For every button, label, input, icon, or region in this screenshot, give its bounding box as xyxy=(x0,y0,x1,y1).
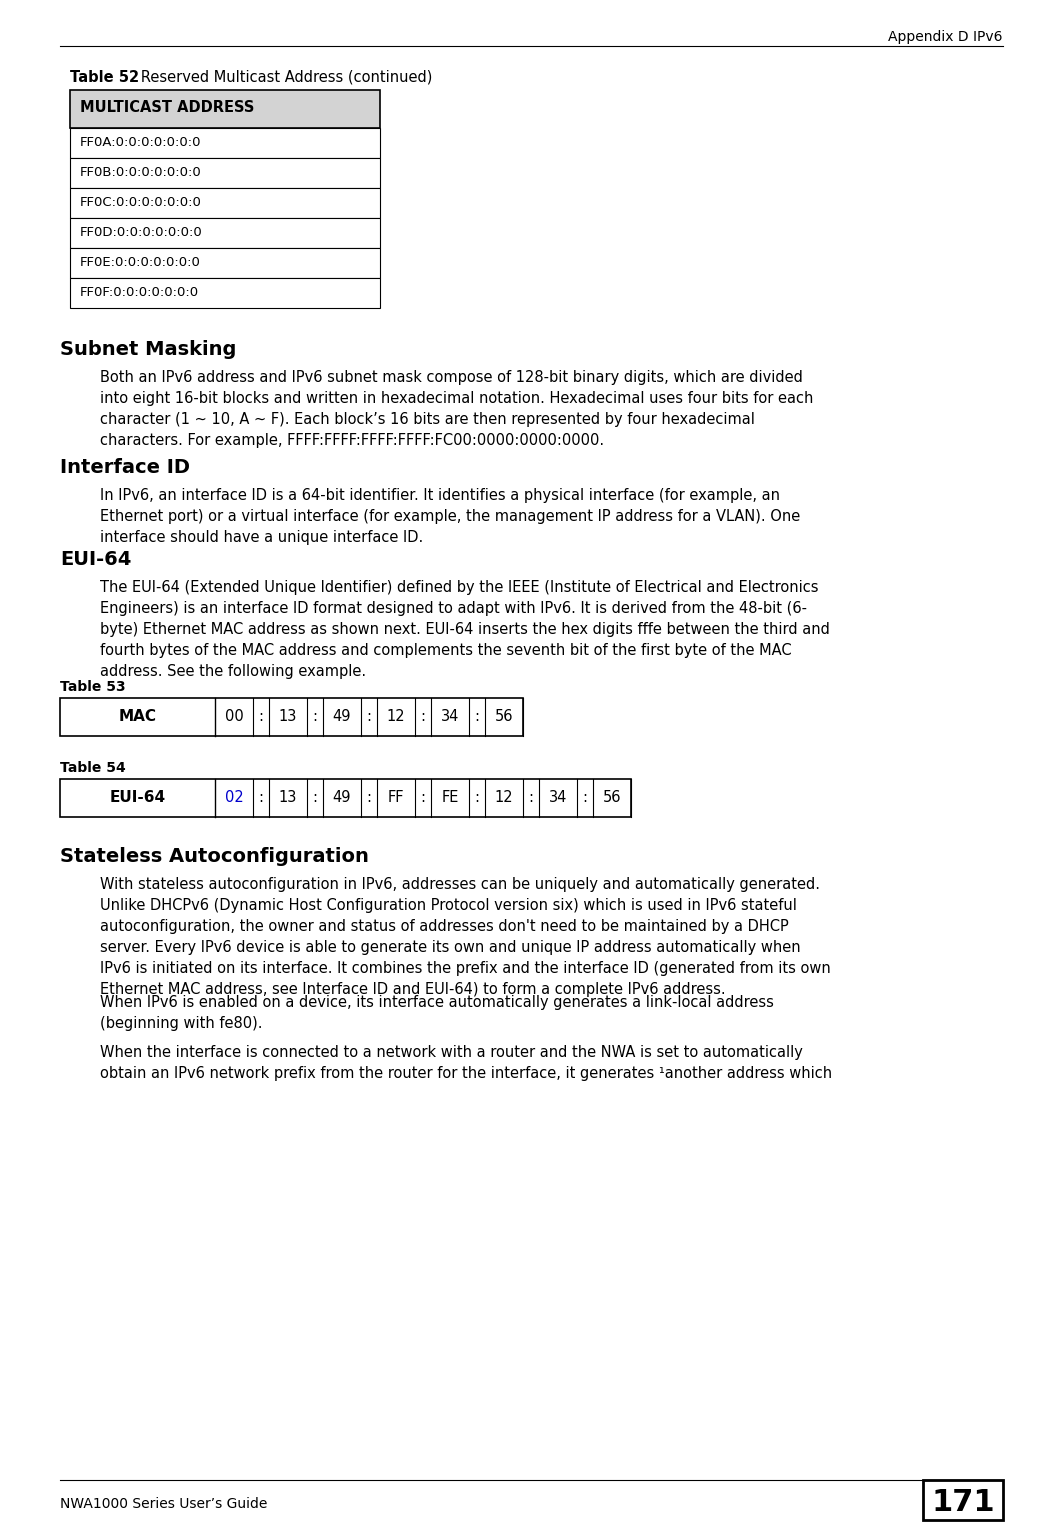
Text: :: : xyxy=(313,789,318,805)
Text: The EUI-64 (Extended Unique Identifier) defined by the IEEE (Institute of Electr: The EUI-64 (Extended Unique Identifier) … xyxy=(100,581,830,680)
Text: 49: 49 xyxy=(333,789,351,805)
Text: :: : xyxy=(313,709,318,724)
Text: When IPv6 is enabled on a device, its interface automatically generates a link-l: When IPv6 is enabled on a device, its in… xyxy=(100,995,774,1032)
Text: EUI-64: EUI-64 xyxy=(109,789,166,805)
Text: :: : xyxy=(367,709,371,724)
Text: FF0A:0:0:0:0:0:0:0: FF0A:0:0:0:0:0:0:0 xyxy=(80,136,202,149)
Text: :: : xyxy=(421,709,425,724)
Text: Appendix D IPv6: Appendix D IPv6 xyxy=(889,30,1003,44)
Text: Table 54: Table 54 xyxy=(60,760,125,776)
Bar xyxy=(70,248,379,277)
Text: MAC: MAC xyxy=(118,709,156,724)
Text: Reserved Multicast Address (continued): Reserved Multicast Address (continued) xyxy=(126,70,433,85)
Bar xyxy=(70,187,379,218)
Text: 56: 56 xyxy=(603,789,621,805)
Text: 34: 34 xyxy=(441,709,459,724)
Text: With stateless autoconfiguration in IPv6, addresses can be uniquely and automati: With stateless autoconfiguration in IPv6… xyxy=(100,876,831,997)
Text: FF0F:0:0:0:0:0:0:0: FF0F:0:0:0:0:0:0:0 xyxy=(80,287,199,299)
Text: In IPv6, an interface ID is a 64-bit identifier. It identifies a physical interf: In IPv6, an interface ID is a 64-bit ide… xyxy=(100,488,800,546)
Text: :: : xyxy=(367,789,371,805)
Text: :: : xyxy=(583,789,588,805)
Text: :: : xyxy=(474,709,479,724)
Bar xyxy=(70,158,379,187)
Text: FF0C:0:0:0:0:0:0:0: FF0C:0:0:0:0:0:0:0 xyxy=(80,197,202,209)
Text: FF0D:0:0:0:0:0:0:0: FF0D:0:0:0:0:0:0:0 xyxy=(80,226,203,239)
Text: Subnet Masking: Subnet Masking xyxy=(60,340,236,360)
Text: 34: 34 xyxy=(549,789,568,805)
Text: 13: 13 xyxy=(279,789,298,805)
Text: FF0E:0:0:0:0:0:0:0: FF0E:0:0:0:0:0:0:0 xyxy=(80,256,201,270)
Bar xyxy=(70,90,379,128)
Text: 00: 00 xyxy=(224,709,243,724)
Text: 02: 02 xyxy=(224,789,243,805)
Text: Table 52: Table 52 xyxy=(70,70,139,85)
Text: 49: 49 xyxy=(333,709,351,724)
Text: 56: 56 xyxy=(494,709,513,724)
Bar xyxy=(923,1480,1003,1519)
Text: NWA1000 Series User’s Guide: NWA1000 Series User’s Guide xyxy=(60,1497,268,1510)
Bar xyxy=(70,128,379,158)
Text: Interface ID: Interface ID xyxy=(60,459,190,477)
Text: FF: FF xyxy=(388,789,404,805)
Text: Both an IPv6 address and IPv6 subnet mask compose of 128-bit binary digits, whic: Both an IPv6 address and IPv6 subnet mas… xyxy=(100,370,813,448)
Text: 12: 12 xyxy=(494,789,513,805)
Text: :: : xyxy=(528,789,534,805)
Text: Stateless Autoconfiguration: Stateless Autoconfiguration xyxy=(60,847,369,866)
Text: :: : xyxy=(258,709,264,724)
Text: 171: 171 xyxy=(931,1487,995,1516)
Text: When the interface is connected to a network with a router and the NWA is set to: When the interface is connected to a net… xyxy=(100,1045,832,1081)
Bar xyxy=(60,779,631,817)
Bar xyxy=(70,218,379,248)
Text: :: : xyxy=(421,789,425,805)
Text: FF0B:0:0:0:0:0:0:0: FF0B:0:0:0:0:0:0:0 xyxy=(80,166,202,178)
Text: EUI-64: EUI-64 xyxy=(60,550,132,568)
Text: :: : xyxy=(258,789,264,805)
Text: :: : xyxy=(474,789,479,805)
Text: MULTICAST ADDRESS: MULTICAST ADDRESS xyxy=(80,101,254,114)
Text: Table 53: Table 53 xyxy=(60,680,125,693)
Bar xyxy=(60,698,523,736)
Text: 12: 12 xyxy=(387,709,405,724)
Bar xyxy=(70,277,379,308)
Text: FE: FE xyxy=(441,789,459,805)
Text: 13: 13 xyxy=(279,709,298,724)
